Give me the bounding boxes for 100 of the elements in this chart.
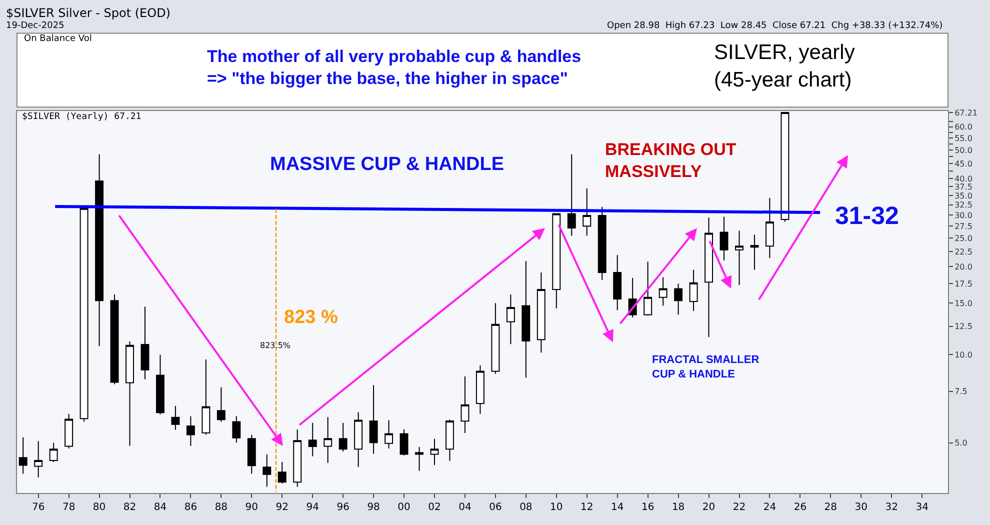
y-tick-label: 45.0 bbox=[954, 159, 972, 168]
x-tick-label: 86 bbox=[184, 502, 198, 513]
candlestick bbox=[506, 294, 515, 345]
x-tick-label: 00 bbox=[398, 502, 410, 513]
candlestick bbox=[567, 154, 576, 236]
candlestick bbox=[171, 405, 180, 430]
candlestick bbox=[369, 384, 378, 454]
candlestick bbox=[644, 261, 652, 316]
candlestick bbox=[460, 376, 470, 434]
y-tick-label: 55.0 bbox=[954, 134, 972, 143]
candlestick bbox=[186, 416, 195, 446]
annotation: MASSIVE CUP & HANDLE bbox=[270, 154, 504, 175]
x-tick-label: 04 bbox=[458, 502, 472, 513]
candlestick bbox=[476, 364, 484, 414]
candlestick bbox=[262, 454, 272, 488]
x-tick-label: 22 bbox=[732, 502, 746, 513]
y-tick-label: 30.0 bbox=[954, 210, 972, 220]
candlestick bbox=[95, 154, 104, 347]
candlestick bbox=[750, 234, 759, 270]
x-tick-label: 32 bbox=[885, 502, 898, 513]
x-tick-label: 02 bbox=[428, 502, 441, 513]
candlestick bbox=[354, 412, 363, 468]
text: SILVER, yearly (45-year chart) bbox=[714, 41, 856, 92]
y-tick-label: 35.0 bbox=[954, 191, 972, 200]
candlestick bbox=[674, 283, 683, 316]
y-tick-label: 25.0 bbox=[954, 234, 972, 244]
annotation: 823.5% bbox=[260, 341, 291, 350]
y-tick-label: 40.0 bbox=[954, 174, 972, 184]
x-tick-label: 18 bbox=[672, 502, 685, 513]
candlestick bbox=[658, 276, 668, 306]
candlestick bbox=[110, 294, 119, 385]
candlestick bbox=[415, 446, 424, 472]
x-tick-label: 82 bbox=[123, 502, 136, 513]
annotation: $SILVER (Yearly) 67.21 bbox=[22, 112, 142, 122]
candlestick bbox=[308, 422, 317, 457]
x-tick-label: 16 bbox=[641, 502, 654, 513]
y-tick-label: 22.5 bbox=[954, 247, 972, 256]
y-tick-label: 60.0 bbox=[954, 122, 972, 132]
y-tick-label: 10.0 bbox=[954, 350, 972, 360]
y-tick-label: 17.5 bbox=[954, 279, 972, 288]
y-tick-label: 67.21 bbox=[954, 108, 978, 118]
candlestick bbox=[552, 213, 561, 309]
x-tick-label: 90 bbox=[245, 502, 258, 513]
x-tick-label: 76 bbox=[32, 502, 45, 513]
y-tick-label: 12.5 bbox=[954, 322, 972, 332]
x-tick-label: 24 bbox=[763, 502, 776, 513]
x-tick-label: 92 bbox=[276, 502, 288, 513]
x-tick-label: 28 bbox=[824, 502, 838, 513]
candlestick bbox=[324, 416, 332, 464]
candlestick bbox=[384, 420, 394, 450]
candlestick bbox=[64, 413, 74, 450]
candlestick bbox=[140, 306, 150, 380]
y-tick-label: 50.0 bbox=[954, 146, 972, 155]
x-tick-label: 20 bbox=[702, 502, 716, 513]
annotation: 823 % bbox=[284, 307, 338, 328]
candlestick bbox=[522, 260, 530, 378]
candlestick bbox=[338, 422, 348, 452]
candlestick bbox=[735, 230, 744, 286]
y-tick-label: 7.5 bbox=[954, 387, 968, 396]
y-tick-label: 37.5 bbox=[954, 182, 972, 192]
x-tick-label: 98 bbox=[367, 502, 380, 513]
x-tick-label: 84 bbox=[154, 502, 167, 513]
candlestick bbox=[613, 254, 622, 311]
candlestick bbox=[126, 340, 134, 446]
candlestick bbox=[34, 440, 43, 478]
candlestick bbox=[80, 208, 88, 422]
candlestick bbox=[765, 198, 774, 258]
text: Open 28.98 High 67.23 Low 28.45 Close 67.21 Chg +38.33 (+132.74%) bbox=[607, 21, 943, 31]
x-tick-label: 80 bbox=[92, 502, 106, 513]
candlestick bbox=[156, 354, 164, 415]
text: On Balance Vol bbox=[24, 34, 92, 44]
candlestick bbox=[216, 386, 226, 422]
candlestick bbox=[582, 188, 592, 236]
candlestick bbox=[247, 434, 256, 474]
x-tick-label: 34 bbox=[916, 502, 928, 513]
candlestick bbox=[536, 272, 546, 354]
candlestick bbox=[491, 302, 500, 374]
x-tick-label: 06 bbox=[489, 502, 502, 513]
candlestick bbox=[232, 416, 241, 444]
x-tick-label: 12 bbox=[580, 502, 594, 513]
x-tick-label: 08 bbox=[520, 502, 532, 513]
text: 19-Dec-2025 bbox=[6, 21, 64, 31]
annotation: 31-32 bbox=[835, 202, 899, 230]
candlestick bbox=[49, 442, 58, 463]
x-tick-label: 94 bbox=[306, 502, 319, 513]
x-tick-label: 30 bbox=[854, 502, 868, 513]
x-tick-label: 26 bbox=[794, 502, 807, 513]
x-tick-label: 78 bbox=[62, 502, 76, 513]
candlestick bbox=[400, 428, 408, 456]
candlestick bbox=[689, 269, 698, 312]
x-tick-label: 88 bbox=[214, 502, 228, 513]
candlestick bbox=[430, 438, 439, 466]
y-tick-label: 32.5 bbox=[954, 200, 972, 210]
y-tick-label: 15.0 bbox=[954, 298, 972, 308]
candlestick bbox=[202, 359, 210, 436]
annotation: FRACTAL SMALLER CUP & HANDLE bbox=[652, 354, 760, 380]
x-tick-label: 10 bbox=[550, 502, 563, 513]
candlestick bbox=[446, 419, 454, 462]
candlestick bbox=[293, 428, 302, 488]
candlestick bbox=[18, 436, 28, 474]
